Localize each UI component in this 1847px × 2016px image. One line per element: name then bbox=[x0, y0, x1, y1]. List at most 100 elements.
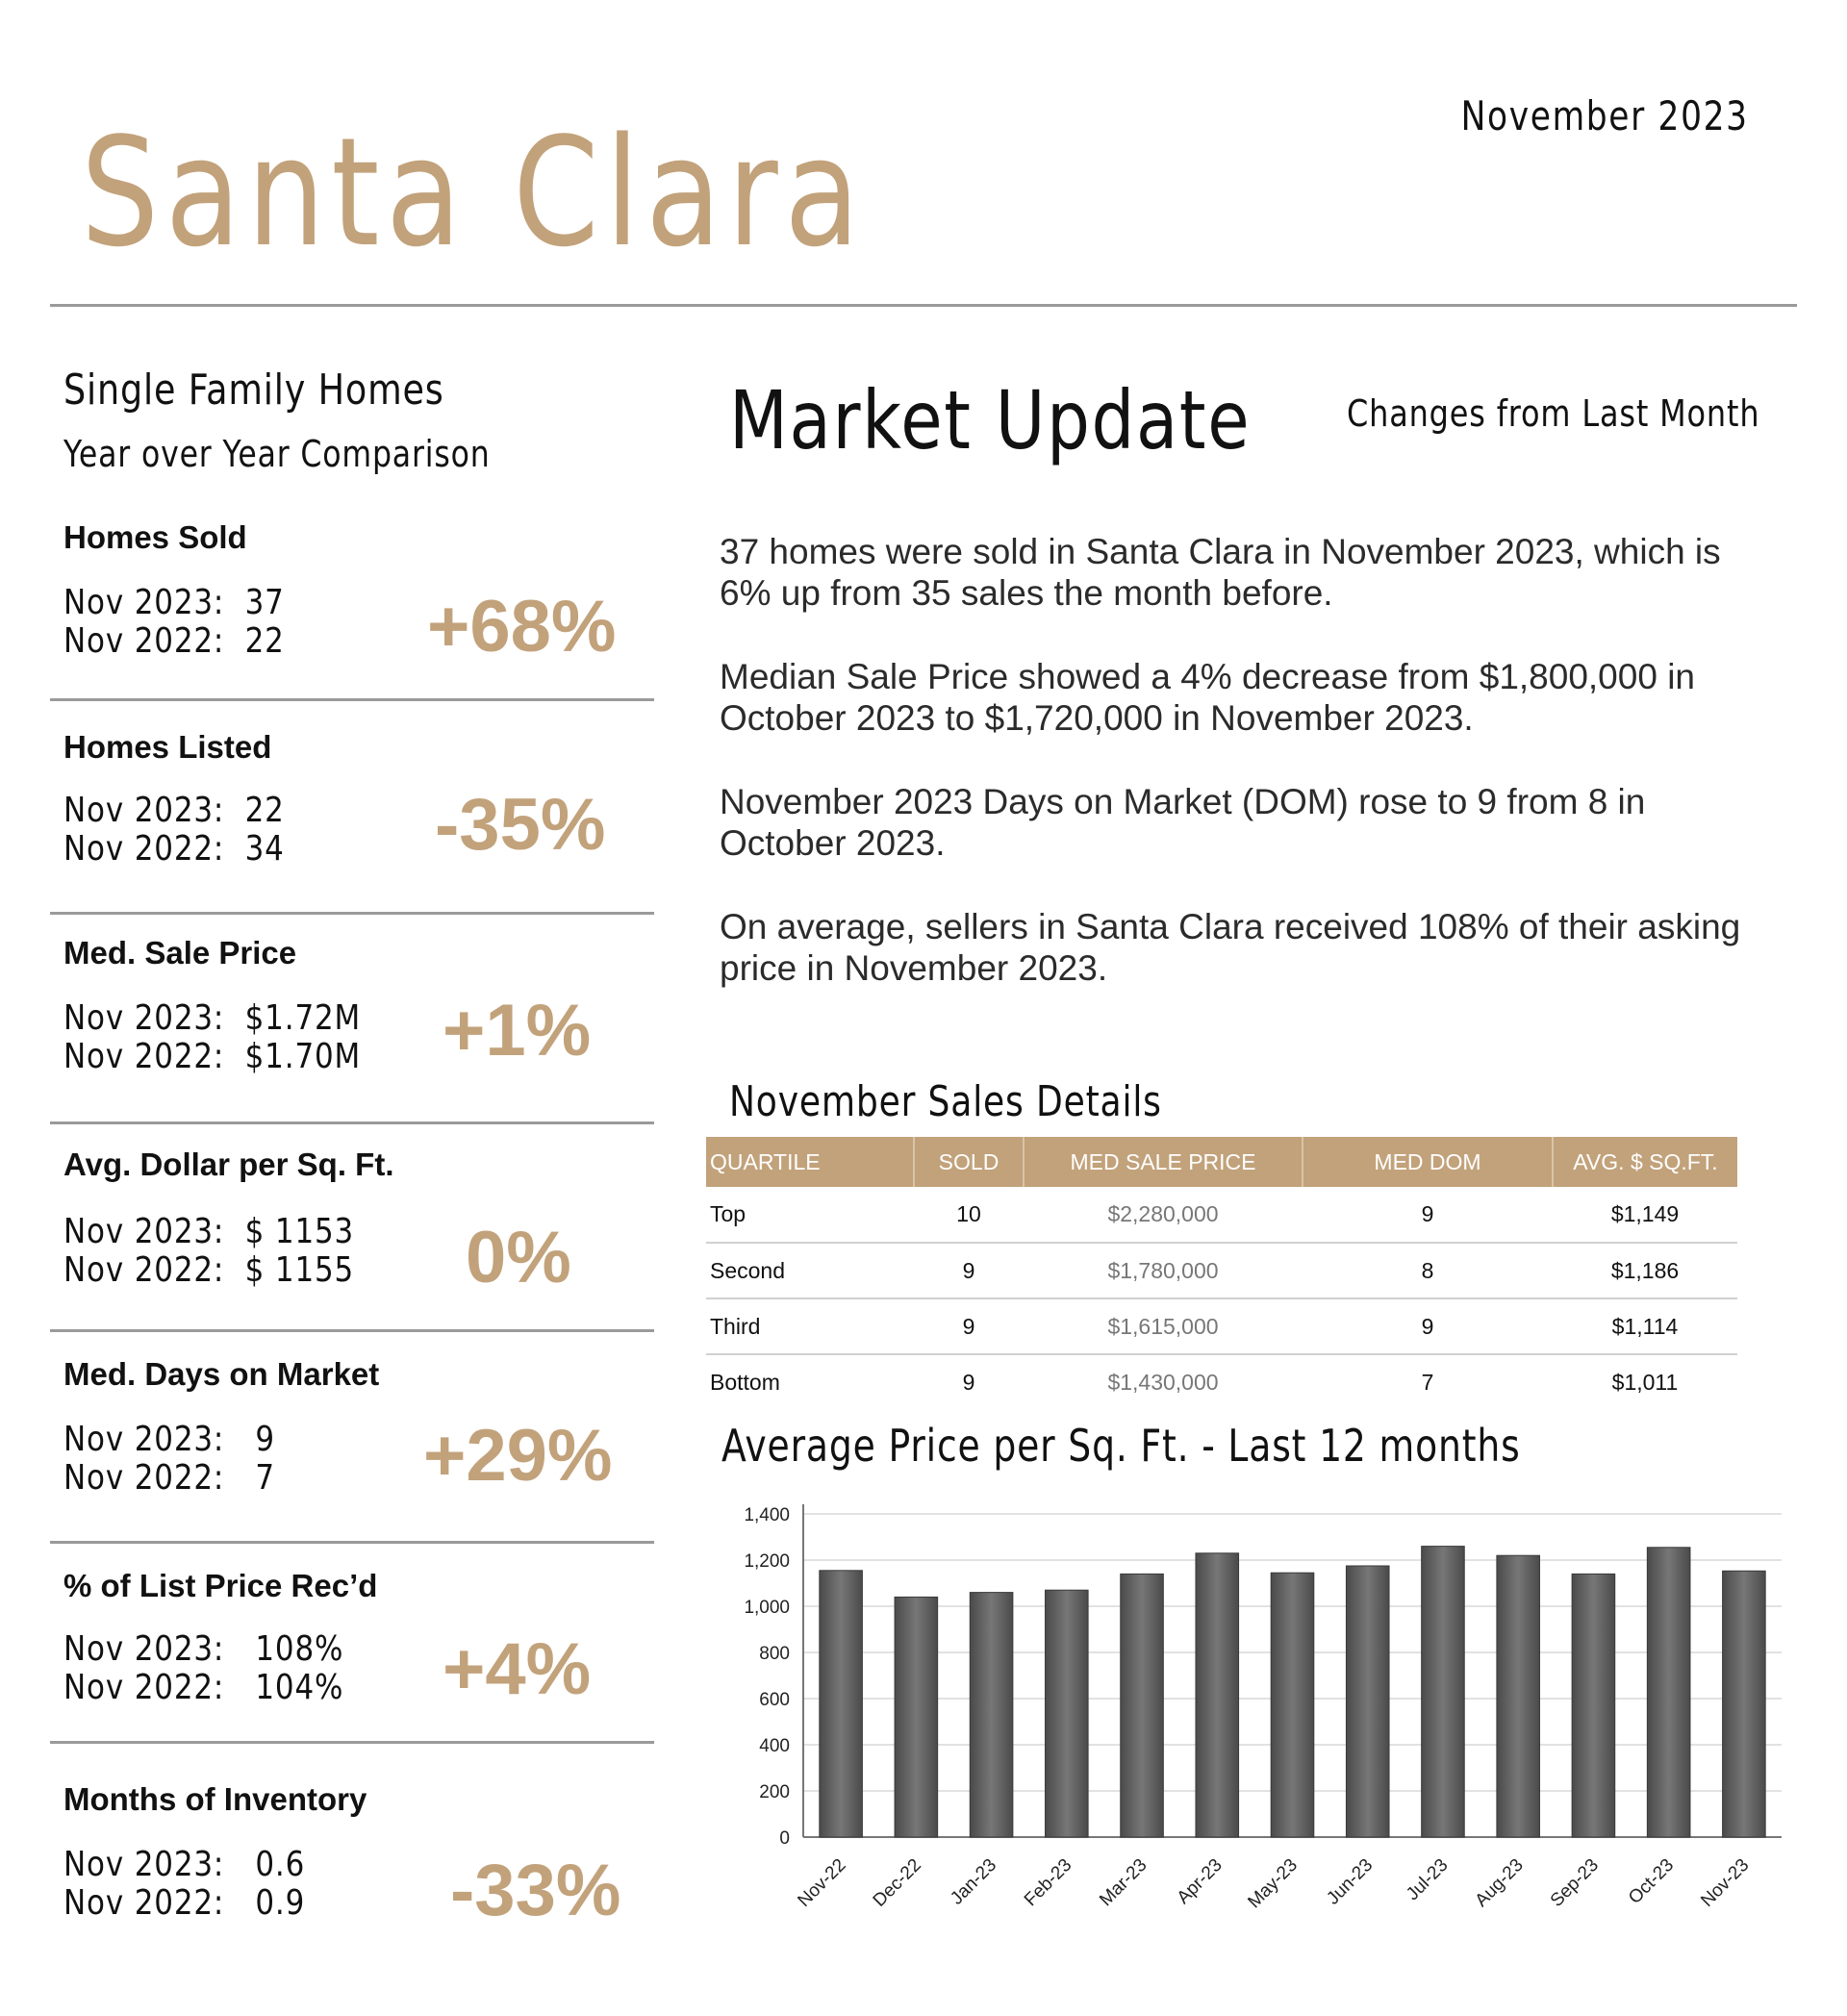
metric-previous: Nov 2022: 34 bbox=[63, 829, 285, 869]
x-tick-label: Jan-23 bbox=[947, 1855, 1000, 1909]
x-tick-label: Jun-23 bbox=[1323, 1855, 1377, 1909]
changes-label: Changes from Last Month bbox=[1347, 392, 1760, 435]
cell-price: $1,615,000 bbox=[1024, 1298, 1303, 1355]
bar bbox=[1045, 1589, 1089, 1838]
metric-label: Months of Inventory bbox=[63, 1781, 367, 1817]
metric-current: Nov 2023: 22 bbox=[63, 791, 285, 830]
metric-change: +68% bbox=[427, 586, 617, 668]
cell-price: $1,780,000 bbox=[1024, 1243, 1303, 1299]
table-row: Second 9 $1,780,000 8 $1,186 bbox=[706, 1243, 1737, 1299]
sales-details-table: QUARTILE SOLD MED SALE PRICE MED DOM AVG… bbox=[706, 1137, 1737, 1410]
update-paragraph-price: Median Sale Price showed a 4% decrease f… bbox=[720, 657, 1695, 738]
bar bbox=[969, 1592, 1014, 1838]
table-row: Bottom 9 $1,430,000 7 $1,011 bbox=[706, 1354, 1737, 1410]
section-title: Single Family Homes bbox=[63, 365, 444, 415]
metric-previous: Nov 2022: 7 bbox=[63, 1458, 275, 1498]
metric-change: -33% bbox=[450, 1850, 621, 1931]
x-tick-label: Nov-22 bbox=[794, 1855, 849, 1911]
y-tick-label: 400 bbox=[759, 1736, 790, 1756]
x-tick-label: Nov-23 bbox=[1697, 1855, 1753, 1911]
cell-quartile: Third bbox=[706, 1298, 914, 1355]
metric-divider bbox=[50, 1121, 654, 1124]
cell-sold: 9 bbox=[962, 1370, 975, 1395]
bar bbox=[1421, 1546, 1465, 1838]
cell-price: $2,280,000 bbox=[1024, 1187, 1303, 1244]
y-tick-label: 1,400 bbox=[744, 1505, 790, 1525]
metric-divider bbox=[50, 1541, 654, 1544]
metric-change: -35% bbox=[435, 784, 606, 866]
cell-dom: 9 bbox=[1303, 1187, 1553, 1244]
bar bbox=[819, 1570, 863, 1838]
metric-current: Nov 2023: 108% bbox=[63, 1629, 344, 1669]
bar bbox=[1120, 1573, 1164, 1838]
cell-dom: 9 bbox=[1303, 1298, 1553, 1355]
metric-previous: Nov 2022: 22 bbox=[63, 621, 285, 661]
metric-divider bbox=[50, 912, 654, 915]
table-header-row: QUARTILE SOLD MED SALE PRICE MED DOM AVG… bbox=[706, 1137, 1737, 1187]
header-avg-sqft: AVG. $ SQ.FT. bbox=[1553, 1137, 1737, 1187]
bar bbox=[1345, 1565, 1390, 1838]
header-divider bbox=[50, 304, 1797, 307]
bar bbox=[1496, 1554, 1540, 1838]
cell-dom: 8 bbox=[1303, 1243, 1553, 1299]
x-tick-label: Oct-23 bbox=[1625, 1855, 1678, 1908]
metric-current: Nov 2023: 0.6 bbox=[63, 1845, 306, 1884]
table-row: Third 9 $1,615,000 9 $1,114 bbox=[706, 1298, 1737, 1355]
report-date: November 2023 bbox=[1460, 92, 1749, 139]
metric-divider bbox=[50, 1329, 654, 1332]
x-tick-label: Apr-23 bbox=[1174, 1855, 1227, 1908]
metric-change: +1% bbox=[443, 990, 592, 1071]
x-tick-label: Dec-22 bbox=[870, 1855, 925, 1911]
update-paragraph-dom: November 2023 Days on Market (DOM) rose … bbox=[720, 782, 1646, 863]
bar bbox=[1722, 1570, 1766, 1838]
y-tick-label: 1,000 bbox=[744, 1598, 790, 1618]
x-tick-label: May-23 bbox=[1244, 1855, 1302, 1913]
cell-price: $1,430,000 bbox=[1107, 1370, 1219, 1395]
header-med-sale-price: MED SALE PRICE bbox=[1024, 1137, 1303, 1187]
x-tick-label: Jul-23 bbox=[1403, 1855, 1452, 1904]
bar bbox=[894, 1596, 939, 1838]
header-sold: SOLD bbox=[914, 1137, 1025, 1187]
cell-dom: 7 bbox=[1421, 1370, 1434, 1395]
cell-sqft: $1,149 bbox=[1553, 1187, 1737, 1244]
cell-sold: 10 bbox=[914, 1187, 1024, 1244]
y-tick-label: 800 bbox=[759, 1644, 790, 1664]
sales-details-title: November Sales Details bbox=[729, 1077, 1162, 1126]
y-tick-label: 1,200 bbox=[744, 1551, 790, 1572]
cell-sqft: $1,114 bbox=[1553, 1298, 1737, 1355]
metric-change: +4% bbox=[443, 1628, 592, 1710]
header-med-dom: MED DOM bbox=[1303, 1137, 1554, 1187]
market-update-title: Market Update bbox=[729, 373, 1252, 467]
cell-sqft: $1,011 bbox=[1611, 1370, 1679, 1395]
city-title: Santa Clara bbox=[81, 105, 867, 280]
x-tick-label: Sep-23 bbox=[1547, 1855, 1603, 1911]
cell-sold: 9 bbox=[914, 1243, 1024, 1299]
x-tick-label: Mar-23 bbox=[1096, 1855, 1151, 1910]
bar bbox=[1646, 1547, 1691, 1838]
metric-divider bbox=[50, 698, 654, 701]
bar bbox=[1571, 1573, 1616, 1838]
metric-previous: Nov 2022: 0.9 bbox=[63, 1883, 306, 1923]
metric-divider bbox=[50, 1741, 654, 1744]
metric-current: Nov 2023: $ 1153 bbox=[63, 1212, 355, 1251]
metric-current: Nov 2023: 37 bbox=[63, 583, 285, 622]
cell-quartile: Second bbox=[706, 1243, 914, 1299]
metric-label: Homes Listed bbox=[63, 729, 272, 765]
cell-quartile: Bottom bbox=[710, 1370, 780, 1395]
metric-label: % of List Price Rec’d bbox=[63, 1568, 378, 1603]
metric-label: Med. Days on Market bbox=[63, 1356, 380, 1392]
price-per-sqft-bar-chart: 0 200 400 600 800 1,000 1,200 1,400 Nov-22 Dec-22… bbox=[744, 1504, 1782, 1913]
y-tick-label: 0 bbox=[779, 1828, 790, 1849]
metric-previous: Nov 2022: $1.70M bbox=[63, 1037, 362, 1076]
y-tick-label: 600 bbox=[759, 1690, 790, 1710]
metric-current: Nov 2023: 9 bbox=[63, 1420, 275, 1459]
update-paragraph-list-price: On average, sellers in Santa Clara recei… bbox=[720, 907, 1741, 988]
x-tick-label: Feb-23 bbox=[1021, 1855, 1075, 1910]
bar bbox=[1270, 1572, 1315, 1838]
chart-title: Average Price per Sq. Ft. - Last 12 mont… bbox=[721, 1420, 1521, 1472]
header-quartile: QUARTILE bbox=[706, 1137, 915, 1187]
metric-previous: Nov 2022: 104% bbox=[63, 1668, 344, 1707]
metric-current: Nov 2023: $1.72M bbox=[63, 998, 362, 1038]
update-paragraph-sales: 37 homes were sold in Santa Clara in Nov… bbox=[720, 532, 1721, 613]
cell-sold: 9 bbox=[914, 1298, 1024, 1355]
